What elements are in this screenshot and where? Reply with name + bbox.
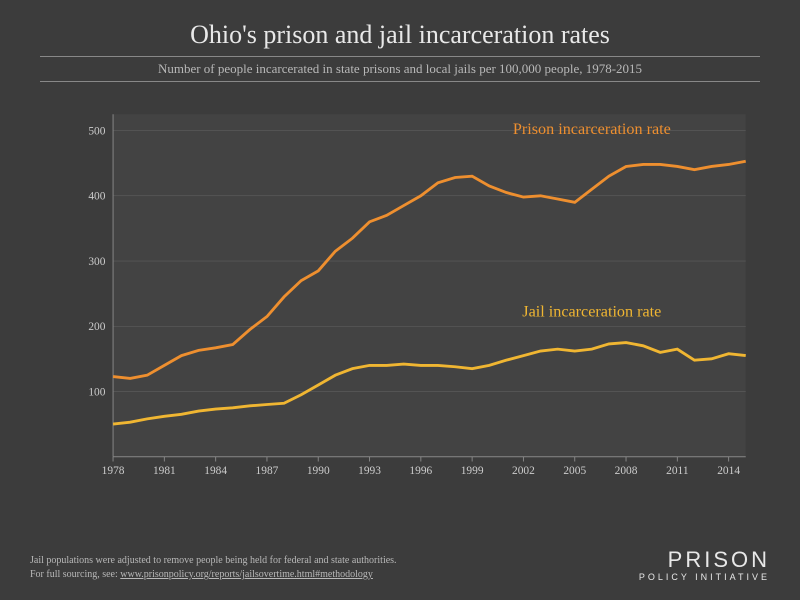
svg-text:1999: 1999: [461, 465, 484, 477]
svg-text:2014: 2014: [717, 465, 740, 477]
chart-container: Ohio's prison and jail incarceration rat…: [0, 0, 800, 600]
source-link[interactable]: www.prisonpolicy.org/reports/jailsoverti…: [120, 569, 373, 580]
chart-title: Ohio's prison and jail incarceration rat…: [30, 20, 770, 50]
svg-text:1987: 1987: [256, 465, 279, 477]
svg-text:Jail incarceration rate: Jail incarceration rate: [522, 303, 661, 320]
logo-top: PRISON: [639, 549, 770, 571]
svg-text:2008: 2008: [615, 465, 638, 477]
brand-logo: PRISON POLICY INITIATIVE: [639, 549, 770, 582]
svg-text:2005: 2005: [563, 465, 586, 477]
svg-text:1993: 1993: [358, 465, 381, 477]
svg-text:1984: 1984: [204, 465, 227, 477]
svg-text:2011: 2011: [666, 465, 689, 477]
svg-text:Prison incarceration rate: Prison incarceration rate: [513, 121, 671, 138]
svg-text:300: 300: [88, 256, 105, 268]
svg-text:1978: 1978: [102, 465, 125, 477]
svg-text:1990: 1990: [307, 465, 330, 477]
svg-text:100: 100: [88, 386, 105, 398]
svg-text:1981: 1981: [153, 465, 176, 477]
svg-text:500: 500: [88, 125, 105, 137]
chart-subtitle: Number of people incarcerated in state p…: [40, 56, 760, 82]
line-chart: 100 200 300 400 500 1978 1981 1984 1987 1990 1993 1…: [75, 100, 760, 490]
svg-text:1996: 1996: [409, 465, 432, 477]
footer-note: Jail populations were adjusted to remove…: [30, 554, 397, 582]
svg-text:2002: 2002: [512, 465, 535, 477]
svg-text:400: 400: [88, 191, 105, 203]
footer-line2: For full sourcing, see: www.prisonpolicy…: [30, 568, 397, 582]
footer-line1: Jail populations were adjusted to remove…: [30, 554, 397, 568]
logo-bottom: POLICY INITIATIVE: [639, 573, 770, 582]
svg-text:200: 200: [88, 321, 105, 333]
